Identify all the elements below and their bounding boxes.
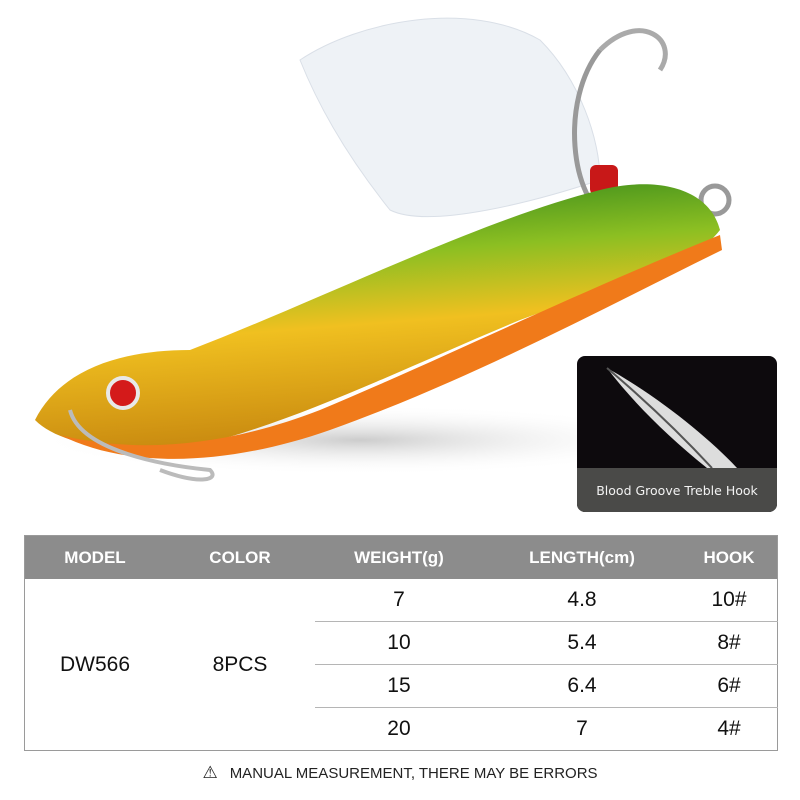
hook-cell: 10# [711,588,747,611]
spec-table: MODEL COLOR WEIGHT(g) LENGTH(cm) HOOK DW… [24,535,778,751]
weight-cell: 20 [315,707,483,751]
hook-wrap [590,165,618,195]
table-row: 20 7 4# [25,707,778,751]
header-model: MODEL [24,535,165,579]
header-length: LENGTH(cm) [482,535,682,579]
hook-detail-inset: Blood Groove Treble Hook [577,356,777,512]
fishing-lure-image [30,17,732,482]
note-text: MANUAL MEASUREMENT, THERE MAY BE ERRORS [229,765,598,782]
feather [299,17,601,217]
length-cell: 4.8 [567,588,597,611]
measurement-note: ⚠ MANUAL MEASUREMENT, THERE MAY BE ERRORS [0,763,800,783]
color-cell: 8PCS [212,652,268,676]
length-cell: 7 [482,707,682,751]
hook [598,28,668,72]
snap-clip [68,409,215,482]
weight-cell: 15 [315,664,483,708]
table-row: 15 6.4 6# [25,664,778,708]
model-cell: DW566 [59,652,131,676]
hook-point-image [606,367,737,469]
split-ring [698,183,732,217]
table-row: DW566 8PCS 7 4.8 10# [25,579,778,676]
hook-cell: 8# [681,621,778,665]
length-cell: 6.4 [482,664,682,708]
lure-eye [106,376,140,410]
length-cell: 5.4 [482,621,682,665]
hook-cell: 6# [681,664,778,708]
header-weight: WEIGHT(g) [315,535,483,579]
table-row: 10 5.4 8# [25,621,778,665]
header-hook: HOOK [681,535,778,579]
weight-cell: 7 [393,588,405,611]
warning-triangle-icon: ⚠ [202,763,218,782]
lure-body [35,184,720,449]
hook-cell: 4# [681,707,778,751]
header-color: COLOR [165,535,315,579]
weight-cell: 10 [315,621,483,665]
inset-caption: Blood Groove Treble Hook [577,468,777,512]
